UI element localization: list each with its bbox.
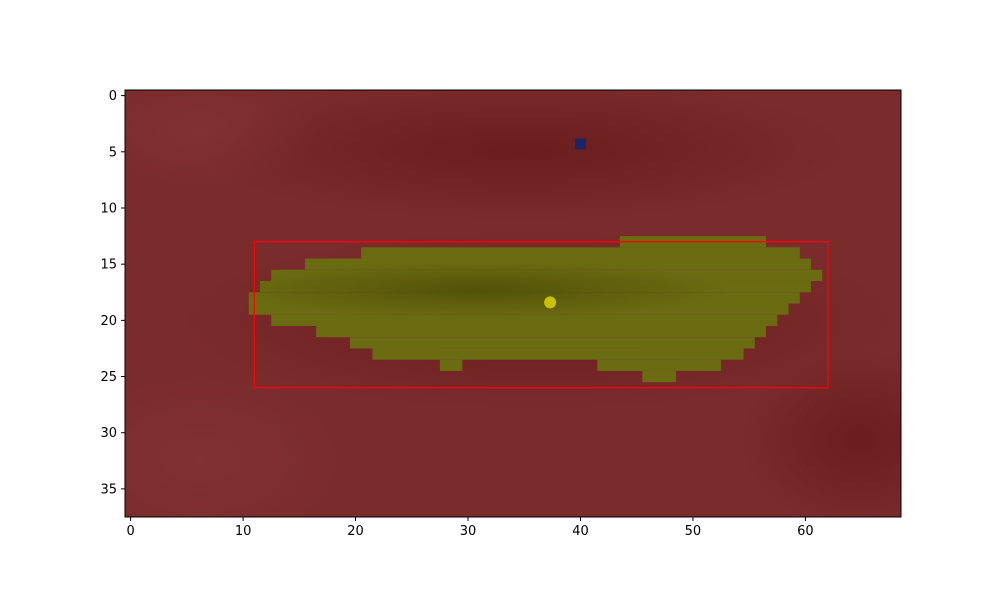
x-axis: 0 10 20 30 40 50 60: [126, 517, 814, 539]
point-marker: [574, 138, 586, 150]
heatmap-shade: [190, 90, 850, 220]
y-tick-label: 20: [100, 314, 117, 329]
x-tick-label: 30: [460, 524, 477, 539]
heatmap-shade: [740, 350, 901, 517]
y-tick-label: 10: [100, 201, 117, 216]
y-tick-label: 5: [109, 145, 117, 160]
mask-cell-row: [316, 325, 767, 338]
y-tick-label: 25: [100, 370, 117, 385]
mask-cell-row: [597, 359, 722, 371]
mask-cell-row: [439, 359, 463, 371]
y-tick-label: 35: [100, 482, 117, 497]
y-tick-label: 15: [100, 258, 117, 273]
x-tick-label: 50: [685, 524, 702, 539]
y-axis: 0 5 10 15 20 25 30 35: [100, 89, 125, 497]
y-tick-label: 30: [100, 426, 117, 441]
x-tick-label: 10: [235, 524, 252, 539]
mask-cell-row: [349, 337, 755, 349]
x-tick-label: 60: [797, 524, 814, 539]
x-tick-label: 20: [347, 524, 364, 539]
x-tick-label: 0: [126, 524, 134, 539]
mask-cell-row: [372, 348, 744, 360]
mask-cell-row: [271, 314, 778, 326]
x-tick-label: 40: [572, 524, 589, 539]
plot-frame: [124, 89, 902, 518]
bounding-box: [253, 241, 829, 389]
plot-area: [125, 90, 901, 517]
y-tick-label: 0: [109, 89, 117, 104]
heatmap-shade: [125, 370, 350, 517]
mask-cell-row: [642, 370, 677, 383]
mask-cell-row: [361, 247, 800, 259]
centroid-marker: [544, 296, 557, 309]
mask-shade: [230, 262, 730, 318]
heatmap-shade: [125, 90, 320, 190]
